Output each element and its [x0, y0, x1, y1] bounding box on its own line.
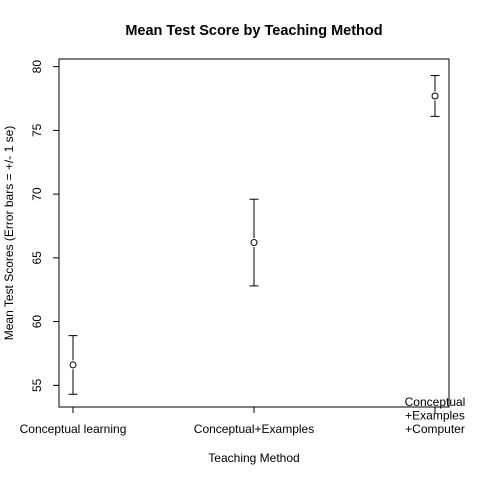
y-tick-label: 80: [30, 60, 44, 74]
mean-point: [250, 239, 258, 247]
x-tick-label: +Computer: [405, 422, 465, 436]
x-tick-label: Conceptual+Examples: [194, 422, 314, 436]
y-axis-label: Mean Test Scores (Error bars = +/- 1 se): [2, 126, 16, 341]
y-axis: 55 60 65 70 75 80: [30, 60, 59, 392]
x-tick-label: Conceptual: [405, 395, 466, 409]
y-tick-label: 65: [30, 251, 44, 265]
y-tick-label: 55: [30, 378, 44, 392]
y-tick-label: 75: [30, 123, 44, 137]
series-points: [68, 75, 440, 395]
chart-title: Mean Test Score by Teaching Method: [125, 23, 382, 39]
x-axis: Conceptual learning Conceptual+Examples Co…: [20, 395, 466, 436]
x-tick-label: +Examples: [405, 409, 465, 423]
mean-point: [69, 361, 77, 369]
x-tick-label: Conceptual learning: [20, 422, 127, 436]
mean-point: [431, 92, 439, 100]
y-tick-label: 60: [30, 315, 44, 329]
y-tick-label: 70: [30, 187, 44, 201]
x-axis-label: Teaching Method: [208, 451, 299, 465]
